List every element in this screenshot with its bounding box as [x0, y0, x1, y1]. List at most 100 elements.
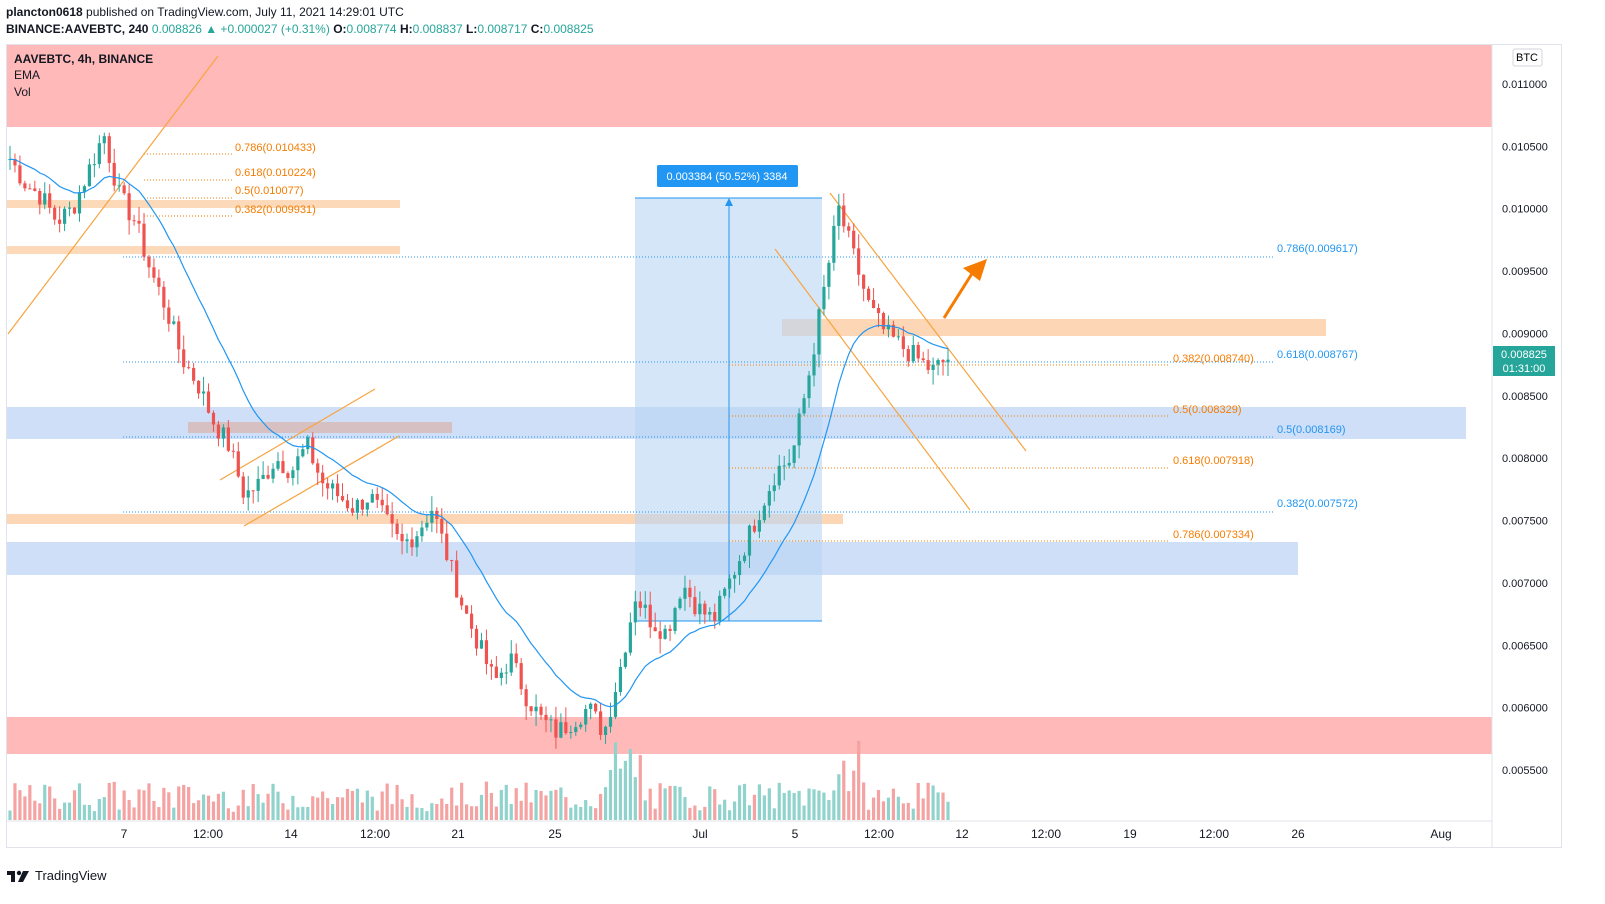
- publish-text: published on TradingView.com, July 11, 2…: [86, 5, 404, 19]
- candle-body: [97, 143, 101, 165]
- fib-blue-0618: 0.618(0.008767): [1277, 349, 1358, 361]
- candle-body: [683, 587, 687, 599]
- volume-bar: [177, 786, 181, 820]
- volume-bar: [355, 788, 360, 820]
- candle-body: [817, 309, 821, 355]
- candle-body: [246, 490, 250, 498]
- volume-bar: [876, 790, 881, 820]
- volume-bar: [638, 755, 642, 820]
- grey-zone: [188, 422, 452, 433]
- volume-bar: [48, 786, 52, 820]
- volume-bar: [916, 782, 920, 820]
- candle-body: [782, 465, 786, 467]
- candle-body: [812, 354, 816, 376]
- price-tick: 0.007500: [1502, 516, 1548, 528]
- volume-bar: [147, 783, 151, 820]
- legend-ema[interactable]: EMA: [14, 68, 40, 82]
- time-tick: Aug: [1430, 827, 1451, 841]
- volume-bar: [594, 808, 598, 820]
- volume-bar: [723, 799, 727, 820]
- volume-bar: [643, 800, 647, 820]
- volume-bar: [241, 789, 245, 820]
- volume-bar: [752, 794, 757, 820]
- volume-bar: [271, 783, 275, 820]
- currency-label: BTC: [1516, 52, 1538, 64]
- volume-bar: [142, 790, 146, 820]
- candle-body: [301, 449, 305, 457]
- fib-left-0382: 0.382(0.009931): [235, 204, 316, 216]
- volume-bar: [737, 785, 742, 820]
- chart-area[interactable]: [6, 44, 1562, 848]
- candle-body: [321, 472, 325, 484]
- price-tick: 0.008500: [1502, 391, 1548, 403]
- candle-body: [286, 473, 290, 479]
- volume-bar: [832, 790, 836, 820]
- candle-body: [132, 220, 136, 222]
- volume-bar: [728, 810, 732, 820]
- candle-body: [539, 706, 543, 715]
- price-tick: 0.006500: [1502, 640, 1548, 652]
- candle-body: [901, 336, 905, 350]
- candle-body: [77, 192, 82, 214]
- volume-bar: [474, 806, 479, 820]
- ohlc-line: BINANCE:AAVEBTC, 240 0.008826 ▲ +0.00002…: [6, 22, 594, 36]
- volume-bar: [936, 792, 940, 820]
- price-tick: 0.007000: [1502, 578, 1548, 590]
- volume-bar: [72, 790, 77, 820]
- candle-body: [340, 496, 345, 501]
- candle-body: [673, 608, 677, 631]
- volume-bar: [509, 804, 513, 820]
- candle-body: [474, 628, 479, 649]
- volume-bar: [390, 804, 394, 820]
- candle-body: [67, 207, 72, 209]
- candle-body: [276, 461, 280, 469]
- candle-body: [688, 587, 692, 598]
- volume-bar: [931, 785, 935, 820]
- candle-body: [355, 499, 360, 513]
- channel-upper: [829, 192, 1027, 452]
- candle-body: [737, 561, 742, 576]
- candle-body: [162, 286, 166, 308]
- publish-info: plancton0618 published on TradingView.co…: [6, 5, 404, 19]
- last-price: 0.008826: [151, 22, 202, 36]
- volume-bar: [455, 805, 459, 820]
- candle-body: [152, 267, 156, 278]
- candle-body: [579, 724, 583, 728]
- volume-bar: [375, 810, 379, 820]
- high-value: 0.008837: [412, 22, 463, 36]
- candle-body: [732, 575, 737, 579]
- candle-body: [281, 461, 285, 474]
- candle-body: [792, 445, 796, 463]
- volume-bar: [623, 760, 628, 820]
- candle-body: [658, 631, 662, 639]
- fib-orange-0618: 0.618(0.007918): [1173, 455, 1254, 467]
- footer-brand[interactable]: TradingView: [35, 868, 107, 883]
- candle-body: [807, 375, 811, 399]
- volume-bar: [276, 791, 280, 820]
- candle-body: [484, 640, 489, 665]
- volume-bar: [569, 807, 573, 820]
- candle-body: [450, 560, 454, 562]
- volume-bar: [484, 781, 489, 820]
- volume-bar: [534, 789, 538, 820]
- candle-body: [400, 533, 404, 542]
- volume-bar: [618, 768, 623, 820]
- volume-bar: [196, 800, 201, 820]
- volume-bar: [201, 794, 206, 820]
- volume-bar: [216, 793, 221, 820]
- volume-bar: [817, 790, 821, 820]
- volume-bar: [137, 789, 141, 820]
- time-tick: 5: [792, 827, 799, 841]
- volume-bar: [38, 803, 42, 820]
- candle-body: [455, 560, 459, 598]
- candle-body: [13, 159, 17, 166]
- candle-body: [266, 474, 270, 479]
- candle-body: [23, 183, 27, 189]
- symbol-line: BINANCE:AAVEBTC, 240: [6, 22, 149, 36]
- volume-bar: [18, 790, 22, 820]
- candle-body: [598, 711, 603, 735]
- legend-vol[interactable]: Vol: [14, 85, 31, 99]
- low-label: L:: [466, 22, 478, 36]
- candle-body: [33, 188, 37, 191]
